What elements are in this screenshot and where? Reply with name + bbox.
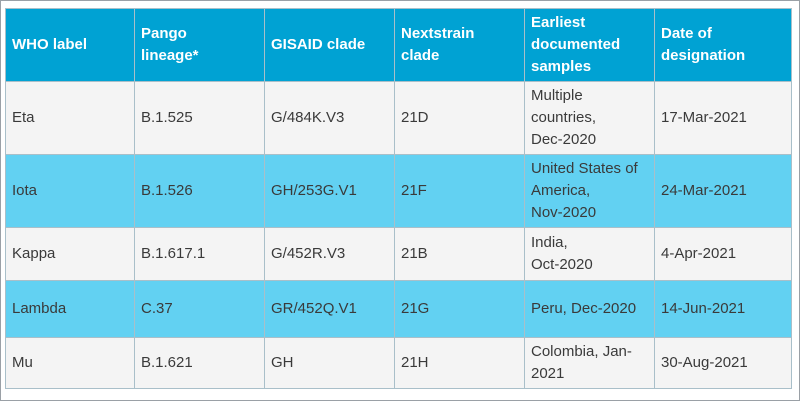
cell-gisaid-clade: G/484K.V3 [264, 81, 395, 155]
cell-gisaid-clade: GH/253G.V1 [264, 154, 395, 228]
header-nextstrain-clade: Nextstrain clade [394, 8, 525, 82]
cell-date-of-designation: 24-Mar-2021 [654, 154, 792, 228]
header-date-of-designation: Date of designation [654, 8, 792, 82]
cell-pango-lineage: C.37 [134, 280, 265, 338]
cell-gisaid-clade: GH [264, 337, 395, 389]
header-gisaid-clade: GISAID clade [264, 8, 395, 82]
cell-nextstrain-clade: 21D [394, 81, 525, 155]
cell-earliest-samples: Multiple countries, Dec-2020 [524, 81, 655, 155]
cell-pango-lineage: B.1.526 [134, 154, 265, 228]
header-pango-lineage: Pango lineage* [134, 8, 265, 82]
table-row: Kappa B.1.617.1 G/452R.V3 21B India, Oct… [5, 227, 792, 281]
cell-date-of-designation: 4-Apr-2021 [654, 227, 792, 281]
cell-earliest-samples: Colombia, Jan- 2021 [524, 337, 655, 389]
variants-table: WHO label Pango lineage* GISAID clade Ne… [5, 8, 792, 389]
cell-date-of-designation: 17-Mar-2021 [654, 81, 792, 155]
cell-pango-lineage: B.1.621 [134, 337, 265, 389]
cell-nextstrain-clade: 21F [394, 154, 525, 228]
header-who-label: WHO label [5, 8, 135, 82]
table-row: Lambda C.37 GR/452Q.V1 21G Peru, Dec-202… [5, 280, 792, 338]
cell-who-label: Kappa [5, 227, 135, 281]
table-row: Mu B.1.621 GH 21H Colombia, Jan- 2021 30… [5, 337, 792, 389]
cell-earliest-samples: United States of America, Nov-2020 [524, 154, 655, 228]
cell-earliest-samples: Peru, Dec-2020 [524, 280, 655, 338]
cell-nextstrain-clade: 21H [394, 337, 525, 389]
cell-pango-lineage: B.1.617.1 [134, 227, 265, 281]
cell-who-label: Eta [5, 81, 135, 155]
cell-nextstrain-clade: 21B [394, 227, 525, 281]
cell-earliest-samples: India, Oct-2020 [524, 227, 655, 281]
cell-gisaid-clade: G/452R.V3 [264, 227, 395, 281]
cell-who-label: Lambda [5, 280, 135, 338]
cell-pango-lineage: B.1.525 [134, 81, 265, 155]
cell-who-label: Mu [5, 337, 135, 389]
header-row: WHO label Pango lineage* GISAID clade Ne… [5, 8, 792, 82]
header-earliest-samples: Earliest documented samples [524, 8, 655, 82]
table-row: Iota B.1.526 GH/253G.V1 21F United State… [5, 154, 792, 228]
cell-nextstrain-clade: 21G [394, 280, 525, 338]
table-row: Eta B.1.525 G/484K.V3 21D Multiple count… [5, 81, 792, 155]
cell-who-label: Iota [5, 154, 135, 228]
cell-gisaid-clade: GR/452Q.V1 [264, 280, 395, 338]
cell-date-of-designation: 30-Aug-2021 [654, 337, 792, 389]
cell-date-of-designation: 14-Jun-2021 [654, 280, 792, 338]
